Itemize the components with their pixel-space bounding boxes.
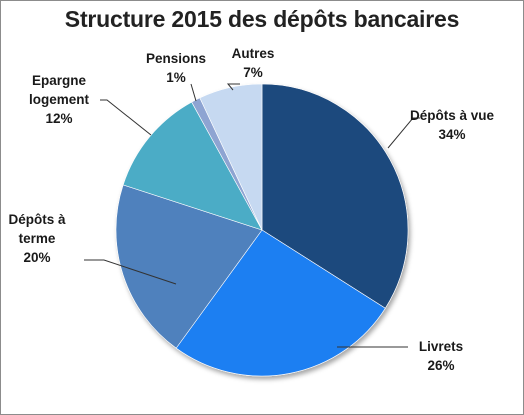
leader-line [226, 83, 240, 91]
slice-category-label: Dépôts à vue [410, 108, 495, 123]
leader-line [190, 83, 197, 102]
slice-label: Pensions 1% [146, 51, 206, 85]
leader-line [100, 99, 152, 136]
pie-slice [175, 229, 386, 377]
slice-value-label: 1% [166, 70, 186, 85]
slice-category-label: Dépôts à [8, 212, 66, 227]
pie-slice [261, 83, 409, 309]
leader-line [84, 259, 177, 285]
pie-slice [122, 101, 263, 231]
slice-value-label: 20% [23, 250, 50, 265]
slice-label: Dépôts à terme 20% [8, 212, 66, 265]
slice-category-label: Livrets [419, 339, 463, 354]
slice-value-label: 26% [427, 358, 454, 373]
slice-label: Livrets 26% [419, 339, 463, 373]
slice-value-label: 34% [438, 127, 465, 142]
slice-value-label: 7% [243, 65, 263, 80]
slice-category-label: logement [29, 92, 90, 107]
leader-line [387, 117, 420, 149]
slice-label: Epargne logement 12% [29, 73, 90, 126]
slice-category-label: Epargne [32, 73, 87, 88]
slice-category-label: Pensions [146, 51, 206, 66]
slice-label: Autres 7% [232, 46, 275, 80]
pie-slice [199, 83, 263, 231]
slice-label: Dépôts à vue 34% [410, 108, 495, 142]
slice-category-label: Autres [232, 46, 275, 61]
slice-value-label: 12% [45, 111, 72, 126]
pie-slice [115, 184, 263, 349]
slice-category-label: terme [19, 231, 56, 246]
chart-title: Structure 2015 des dépôts bancaires [64, 6, 460, 32]
